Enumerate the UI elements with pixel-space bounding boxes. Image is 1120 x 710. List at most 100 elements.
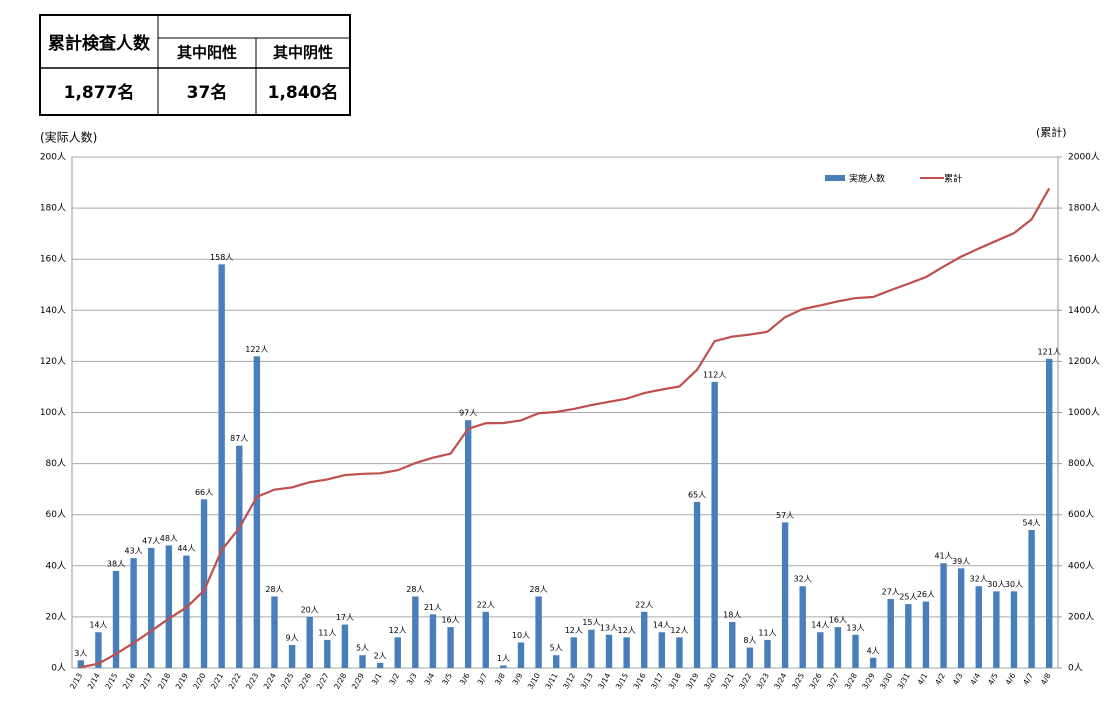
value-label: 10人 — [512, 631, 530, 640]
bar — [324, 639, 331, 668]
x-tick-label: 3/10 — [526, 671, 542, 690]
x-tick-label: 3/25 — [790, 671, 806, 690]
value-label: 22人 — [635, 600, 653, 609]
bar — [482, 611, 489, 668]
bar — [799, 586, 806, 668]
value-label: 54人 — [1022, 519, 1040, 528]
bar — [517, 642, 525, 668]
value-label: 18人 — [723, 611, 741, 620]
x-tick-label: 4/1 — [916, 671, 930, 686]
x-tick-label: 3/5 — [440, 671, 454, 686]
value-label: 13人 — [846, 623, 864, 632]
value-label: 122人 — [245, 345, 268, 354]
table-column: 其中阴性 — [273, 44, 333, 62]
bar — [588, 629, 595, 668]
bar — [253, 356, 261, 668]
bar — [288, 645, 296, 668]
value-label: 14人 — [811, 621, 829, 630]
bar — [834, 627, 842, 668]
bar — [887, 599, 894, 668]
value-label: 11人 — [318, 628, 336, 637]
value-label: 27人 — [882, 588, 900, 597]
bar — [957, 568, 965, 668]
value-label: 2人 — [374, 651, 387, 660]
value-label: 14人 — [653, 621, 671, 630]
value-label: 5人 — [550, 644, 563, 653]
bar — [236, 445, 243, 668]
bar — [605, 634, 613, 668]
y2-tick-label: 1400人 — [1068, 305, 1100, 316]
y2-tick-label: 200人 — [1068, 611, 1094, 622]
bar — [905, 604, 912, 668]
y-tick-label: 80人 — [46, 458, 66, 469]
value-label: 14人 — [89, 621, 107, 630]
bar — [271, 596, 278, 668]
bar — [693, 501, 701, 668]
legend-swatch — [825, 175, 845, 181]
bar — [1010, 591, 1018, 668]
bar — [95, 632, 102, 668]
x-tick-label: 4/5 — [986, 671, 1000, 686]
x-tick-label: 3/21 — [720, 671, 736, 690]
bar — [817, 632, 824, 668]
bar — [376, 662, 384, 668]
bar — [922, 601, 930, 668]
bar — [112, 570, 120, 668]
table-header: 累計検査人数 — [48, 33, 151, 54]
bar — [781, 522, 789, 668]
y2-tick-label: 600人 — [1068, 509, 1094, 520]
x-tick-label: 2/13 — [68, 671, 84, 690]
y-tick-label: 140人 — [40, 305, 66, 316]
x-tick-label: 3/11 — [543, 671, 559, 690]
y2-tick-label: 1600人 — [1068, 254, 1100, 265]
value-label: 97人 — [459, 409, 477, 418]
bar — [183, 555, 190, 668]
x-tick-label: 3/29 — [860, 671, 876, 690]
value-label: 158人 — [210, 253, 233, 262]
value-label: 43人 — [125, 547, 143, 556]
y-tick-label: 60人 — [46, 509, 66, 520]
x-tick-label: 3/14 — [596, 671, 612, 690]
x-tick-label: 3/20 — [702, 671, 718, 690]
value-label: 44人 — [177, 544, 195, 553]
cumulative-line — [80, 187, 1051, 669]
value-label: 4人 — [867, 646, 880, 655]
x-tick-label: 2/16 — [121, 671, 137, 690]
x-tick-label: 2/27 — [315, 671, 331, 690]
value-label: 1人 — [497, 654, 510, 663]
value-label: 5人 — [356, 644, 369, 653]
x-tick-label: 4/7 — [1021, 671, 1035, 686]
bar — [447, 627, 454, 668]
value-label: 13人 — [600, 623, 618, 632]
value-label: 66人 — [195, 488, 213, 497]
value-label: 12人 — [389, 626, 407, 635]
x-tick-label: 3/24 — [772, 671, 788, 690]
legend-label: 実施人数 — [849, 173, 885, 185]
bar — [993, 591, 1000, 668]
y2-tick-label: 0人 — [1068, 663, 1083, 674]
bar — [200, 499, 208, 668]
value-label: 12人 — [618, 626, 636, 635]
bar — [746, 647, 754, 668]
value-label: 48人 — [160, 534, 178, 543]
bar — [359, 655, 366, 668]
bar — [341, 624, 349, 668]
value-label: 16人 — [829, 616, 847, 625]
x-tick-label: 2/15 — [103, 671, 119, 690]
value-label: 11人 — [758, 628, 776, 637]
x-tick-label: 3/17 — [649, 671, 665, 690]
x-tick-label: 3/16 — [631, 671, 647, 690]
value-label: 21人 — [424, 603, 442, 612]
y-tick-label: 0人 — [51, 663, 66, 674]
value-label: 20人 — [301, 605, 319, 614]
x-tick-label: 2/21 — [209, 671, 225, 690]
x-tick-label: 3/9 — [511, 671, 525, 686]
bar — [394, 637, 401, 668]
bar — [658, 632, 666, 668]
value-label: 32人 — [794, 575, 812, 584]
x-tick-label: 3/27 — [825, 671, 841, 690]
bar — [623, 637, 630, 668]
value-label: 16人 — [441, 616, 459, 625]
x-tick-label: 3/31 — [896, 671, 912, 690]
